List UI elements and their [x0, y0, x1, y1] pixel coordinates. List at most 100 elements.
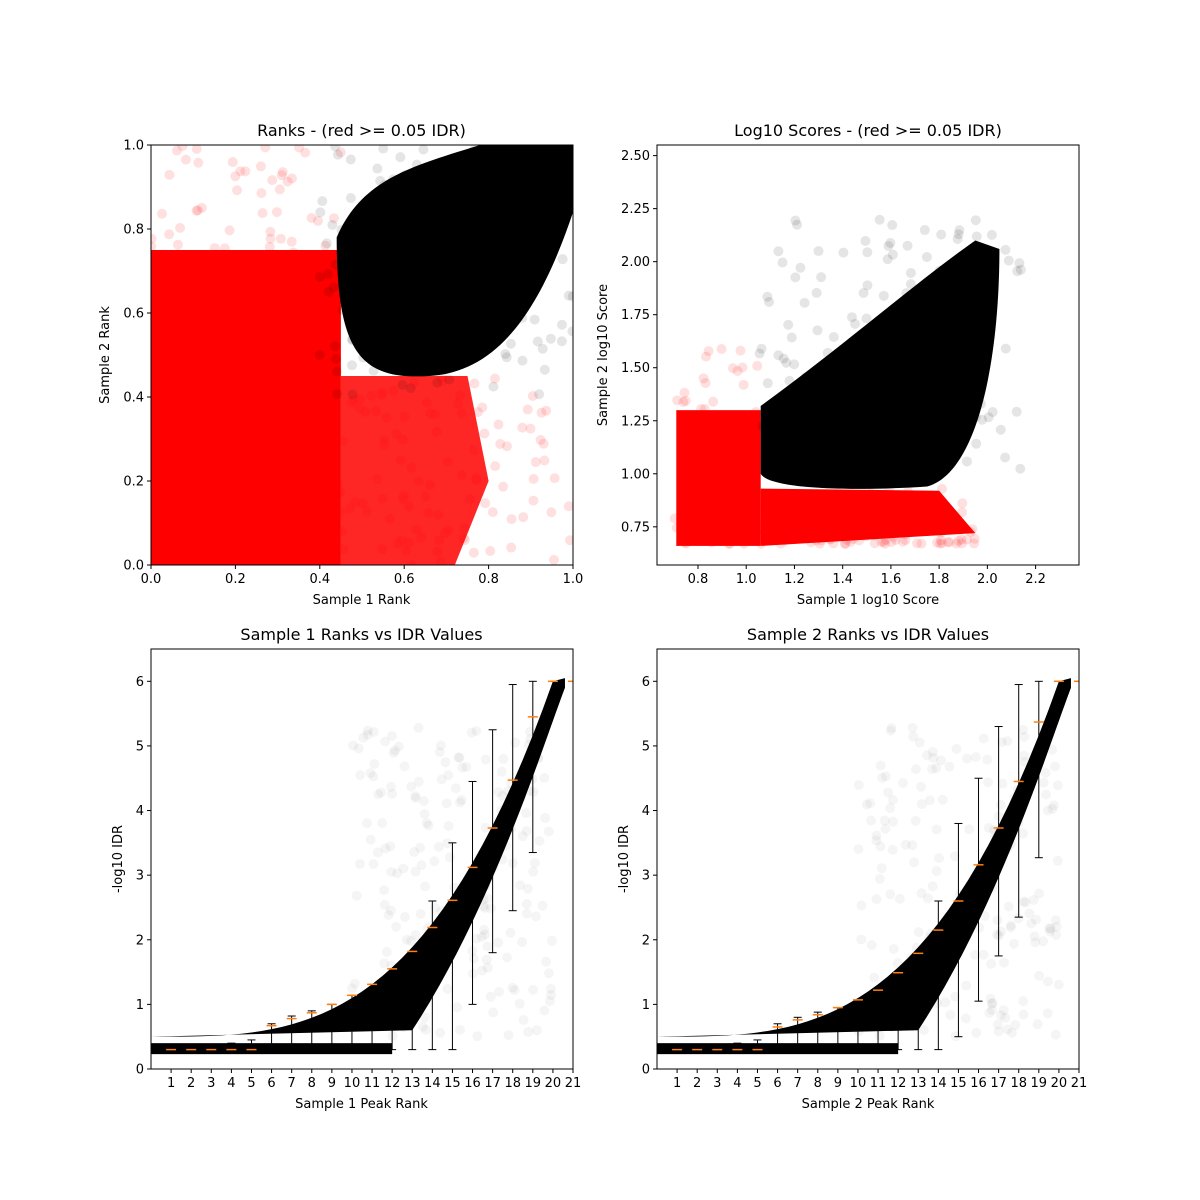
- data-point: [706, 537, 717, 548]
- data-point: [509, 145, 520, 153]
- data-point: [537, 343, 548, 354]
- data-point: [250, 538, 261, 549]
- data-point: [773, 246, 784, 257]
- x-tick-label: 0.8: [688, 572, 709, 587]
- data-point: [307, 277, 318, 288]
- data-point: [934, 852, 945, 863]
- data-point: [933, 445, 944, 456]
- data-point: [556, 336, 567, 347]
- data-point: [347, 335, 358, 346]
- data-point: [260, 145, 271, 153]
- data-point: [920, 449, 931, 460]
- data-point: [1000, 343, 1011, 354]
- data-point: [522, 404, 533, 415]
- data-point: [411, 524, 422, 535]
- data-point: [388, 747, 399, 758]
- data-point: [944, 761, 955, 772]
- data-point: [157, 208, 168, 219]
- data-point: [725, 538, 736, 549]
- data-point: [1014, 258, 1025, 269]
- data-point: [392, 259, 403, 270]
- y-tick-label: 0: [642, 1063, 650, 1078]
- data-point: [911, 942, 922, 953]
- data-point: [535, 434, 546, 445]
- data-point: [230, 171, 241, 182]
- x-tick-label: 0.8: [478, 572, 499, 587]
- data-point: [919, 989, 930, 1000]
- data-point: [466, 899, 477, 910]
- y-tick-label: 0.2: [123, 475, 144, 490]
- data-point: [330, 341, 341, 352]
- data-point: [874, 1030, 885, 1041]
- x-tick-label: 3: [713, 1076, 721, 1091]
- data-point: [459, 355, 470, 366]
- data-point: [331, 353, 342, 364]
- data-point: [402, 220, 413, 231]
- data-point: [822, 503, 833, 514]
- data-point: [271, 207, 282, 218]
- data-point: [521, 898, 532, 909]
- data-point: [1003, 901, 1014, 912]
- data-point: [507, 982, 518, 993]
- data-point: [386, 194, 397, 205]
- data-point: [298, 350, 309, 361]
- data-point: [774, 508, 785, 519]
- y-tick-label: 0.75: [621, 520, 650, 535]
- data-point: [866, 815, 877, 826]
- data-point: [443, 525, 454, 536]
- data-point: [418, 197, 429, 208]
- data-point: [226, 531, 237, 542]
- x-tick-label: 13: [404, 1076, 421, 1091]
- x-tick-label: 2: [187, 1076, 195, 1091]
- data-point: [900, 535, 911, 546]
- data-point: [1046, 744, 1057, 755]
- data-point: [953, 536, 964, 547]
- data-point: [895, 425, 906, 436]
- data-point: [151, 252, 159, 263]
- data-point: [816, 535, 827, 546]
- data-point: [409, 377, 420, 388]
- data-point: [300, 346, 311, 357]
- data-point: [413, 722, 424, 733]
- data-point: [201, 289, 212, 300]
- data-point: [452, 1002, 463, 1013]
- data-point: [777, 508, 788, 519]
- data-point: [442, 983, 453, 994]
- data-point: [885, 725, 896, 736]
- data-point: [716, 501, 727, 512]
- data-point: [778, 498, 789, 509]
- data-point: [947, 954, 958, 965]
- data-point: [443, 820, 454, 831]
- data-point: [349, 978, 360, 989]
- data-point: [222, 456, 233, 467]
- data-point: [237, 278, 248, 289]
- data-point: [982, 754, 993, 765]
- data-point: [940, 417, 951, 428]
- data-point: [698, 464, 709, 475]
- data-point: [983, 777, 994, 788]
- data-point: [415, 842, 426, 853]
- data-point: [909, 399, 920, 410]
- data-point: [940, 997, 951, 1008]
- y-axis-ticks: 0 1 2 3 4 5 6: [136, 675, 151, 1078]
- data-point: [936, 514, 947, 525]
- data-point: [457, 762, 468, 773]
- data-point: [717, 530, 728, 541]
- data-point: [918, 1024, 929, 1035]
- data-point: [348, 394, 359, 405]
- data-point: [515, 880, 526, 891]
- data-point: [986, 229, 997, 240]
- data-point: [813, 246, 824, 257]
- data-point: [729, 533, 740, 544]
- data-point: [503, 257, 514, 268]
- data-point: [219, 243, 230, 254]
- data-point: [840, 496, 851, 507]
- x-tick-label: 1.0: [736, 572, 757, 587]
- data-point: [212, 277, 223, 288]
- data-point: [378, 145, 389, 154]
- data-point: [381, 286, 392, 297]
- data-point: [773, 350, 784, 361]
- data-point: [916, 538, 927, 549]
- data-point: [461, 761, 472, 772]
- data-point: [478, 200, 489, 211]
